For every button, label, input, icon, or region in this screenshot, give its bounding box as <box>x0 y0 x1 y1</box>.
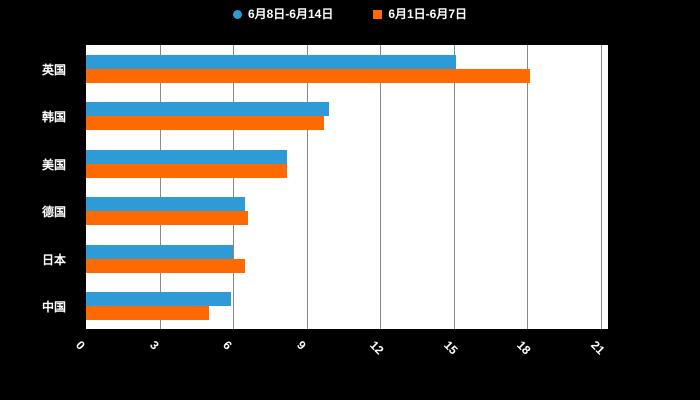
gridline <box>453 45 455 329</box>
x-tick-label: 18 <box>514 338 534 358</box>
bar-series2[interactable] <box>86 116 324 131</box>
legend-label: 6月8日-6月14日 <box>247 7 334 21</box>
category-label: 德国 <box>42 205 67 220</box>
legend-item[interactable]: 6月1日-6月7日 <box>373 7 467 21</box>
gridline <box>159 45 161 329</box>
bar-series2[interactable] <box>86 306 209 321</box>
x-tick-label: 0 <box>73 338 88 353</box>
bar-series2[interactable] <box>86 68 530 83</box>
x-tick-label: 21 <box>588 338 608 358</box>
bar-series1[interactable] <box>86 292 231 307</box>
x-tick-label: 12 <box>367 338 387 358</box>
category-label: 英国 <box>42 62 67 77</box>
bar-series1[interactable] <box>86 54 457 69</box>
bar-series1[interactable] <box>86 244 234 259</box>
bar-series1[interactable] <box>86 197 246 212</box>
gridline <box>380 45 382 329</box>
category-label: 韩国 <box>42 110 67 125</box>
legend-item[interactable]: 6月8日-6月14日 <box>232 7 334 21</box>
x-tick-label: 3 <box>146 338 162 353</box>
chart-legend: 6月8日-6月14日 6月1日-6月7日 <box>0 7 700 21</box>
plot-area <box>85 45 608 330</box>
category-label: 中国 <box>42 300 67 315</box>
legend-marker-icon <box>232 9 242 19</box>
bar-series2[interactable] <box>86 211 248 226</box>
legend-marker-icon <box>373 9 383 19</box>
bar-series1[interactable] <box>86 102 329 117</box>
gridline <box>233 45 235 329</box>
x-tick-label: 9 <box>293 338 309 353</box>
bar-series1[interactable] <box>86 149 288 164</box>
bar-series2[interactable] <box>86 258 246 273</box>
x-tick-label: 15 <box>440 338 461 358</box>
category-label: 美国 <box>42 157 67 172</box>
x-tick-label: 6 <box>220 338 235 353</box>
gridline <box>601 45 602 329</box>
bar-series2[interactable] <box>86 163 288 178</box>
legend-label: 6月1日-6月7日 <box>388 7 468 21</box>
category-label: 日本 <box>42 252 67 267</box>
gridline <box>527 45 529 329</box>
gridline <box>306 45 308 329</box>
